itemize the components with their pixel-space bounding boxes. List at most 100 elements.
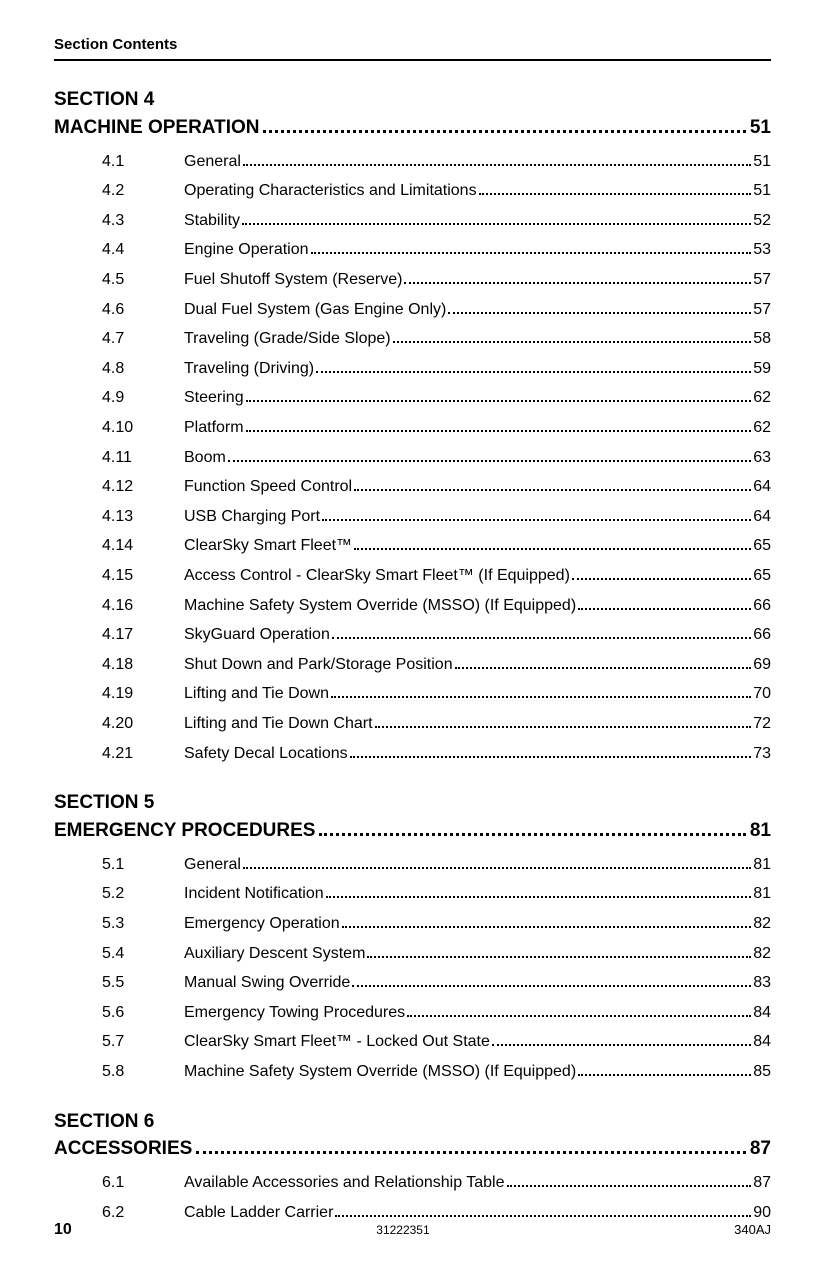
entry-label: Traveling (Driving): [184, 354, 314, 384]
entry-number: 5.6: [102, 998, 184, 1028]
entry-page: 62: [753, 413, 771, 443]
entry-page: 72: [753, 709, 771, 739]
entry-number: 4.5: [102, 265, 184, 295]
toc-entry: 5.7ClearSky Smart Fleet™ - Locked Out St…: [102, 1027, 771, 1057]
dot-leader: [246, 420, 752, 432]
toc-entry: 4.13USB Charging Port64: [102, 502, 771, 532]
entry-label: SkyGuard Operation: [184, 620, 330, 650]
entry-number: 4.9: [102, 383, 184, 413]
toc-entry: 5.8Machine Safety System Override (MSSO)…: [102, 1057, 771, 1087]
dot-leader: [367, 946, 751, 958]
toc-entry: 4.10Platform62: [102, 413, 771, 443]
section-title-row: MACHINE OPERATION51: [54, 117, 771, 139]
entry-number: 4.19: [102, 679, 184, 709]
entry-page: 58: [753, 324, 771, 354]
toc-entry: 4.18Shut Down and Park/Storage Position6…: [102, 650, 771, 680]
section-title: ACCESSORIES: [54, 1138, 192, 1160]
entry-label: Auxiliary Descent System: [184, 939, 365, 969]
entry-label: Lifting and Tie Down: [184, 679, 329, 709]
dot-leader: [196, 1139, 746, 1154]
entry-page: 66: [753, 620, 771, 650]
entry-number: 4.6: [102, 295, 184, 325]
entry-page: 59: [753, 354, 771, 384]
toc-entry: 4.15Access Control - ClearSky Smart Flee…: [102, 561, 771, 591]
toc-entry: 4.21Safety Decal Locations73: [102, 739, 771, 769]
entry-page: 82: [753, 939, 771, 969]
entry-page: 70: [753, 679, 771, 709]
section-id: SECTION 4: [54, 87, 771, 113]
dot-leader: [352, 975, 751, 987]
entry-number: 4.11: [102, 443, 184, 473]
toc-entry: 4.8Traveling (Driving)59: [102, 354, 771, 384]
dot-leader: [243, 154, 751, 166]
entry-label: Machine Safety System Override (MSSO) (I…: [184, 591, 576, 621]
entry-number: 4.13: [102, 502, 184, 532]
entry-label: Incident Notification: [184, 879, 324, 909]
toc-entry: 4.14ClearSky Smart Fleet™ 65: [102, 531, 771, 561]
toc-entry: 4.6Dual Fuel System (Gas Engine Only)57: [102, 295, 771, 325]
entry-label: ClearSky Smart Fleet™: [184, 531, 352, 561]
entry-page: 62: [753, 383, 771, 413]
entry-label: General: [184, 147, 241, 177]
footer-page-number: 10: [54, 1221, 72, 1239]
dot-leader: [572, 568, 751, 580]
entry-page: 65: [753, 561, 771, 591]
entry-page: 87: [753, 1168, 771, 1198]
dot-leader: [342, 916, 752, 928]
dot-leader: [335, 1205, 751, 1217]
toc-entry: 5.1General81: [102, 850, 771, 880]
section-title: EMERGENCY PROCEDURES: [54, 820, 315, 842]
entry-page: 52: [753, 206, 771, 236]
entry-label: Steering: [184, 383, 244, 413]
entry-number: 6.1: [102, 1168, 184, 1198]
toc-entry: 4.1General 51: [102, 147, 771, 177]
entry-number: 4.16: [102, 591, 184, 621]
toc-entry: 5.2Incident Notification 81: [102, 879, 771, 909]
entry-page: 63: [753, 443, 771, 473]
dot-leader: [354, 538, 751, 550]
entry-label: Emergency Operation: [184, 909, 340, 939]
toc-entry: 4.7Traveling (Grade/Side Slope)58: [102, 324, 771, 354]
entry-page: 85: [753, 1057, 771, 1087]
dot-leader: [319, 821, 745, 836]
dot-leader: [322, 509, 751, 521]
entry-number: 4.14: [102, 531, 184, 561]
dot-leader: [316, 361, 751, 373]
dot-leader: [263, 117, 745, 132]
entry-label: Engine Operation: [184, 235, 309, 265]
toc-entry: 5.3Emergency Operation 82: [102, 909, 771, 939]
entry-label: Dual Fuel System (Gas Engine Only): [184, 295, 446, 325]
entry-page: 82: [753, 909, 771, 939]
entry-number: 4.1: [102, 147, 184, 177]
entry-number: 5.5: [102, 968, 184, 998]
dot-leader: [242, 213, 751, 225]
toc-entry: 4.19Lifting and Tie Down 70: [102, 679, 771, 709]
entry-number: 5.2: [102, 879, 184, 909]
toc-entry: 4.2Operating Characteristics and Limitat…: [102, 176, 771, 206]
entry-label: Access Control - ClearSky Smart Fleet™ (…: [184, 561, 570, 591]
entry-number: 5.7: [102, 1027, 184, 1057]
entry-page: 65: [753, 531, 771, 561]
entry-number: 4.21: [102, 739, 184, 769]
entry-number: 5.3: [102, 909, 184, 939]
entry-number: 4.10: [102, 413, 184, 443]
dot-leader: [332, 627, 751, 639]
toc-entry: 4.17SkyGuard Operation 66: [102, 620, 771, 650]
entry-page: 51: [753, 176, 771, 206]
entry-number: 4.17: [102, 620, 184, 650]
footer-model: 340AJ: [734, 1222, 771, 1237]
toc-section: SECTION 5EMERGENCY PROCEDURES815.1Genera…: [54, 790, 771, 1086]
running-header: Section Contents: [54, 36, 771, 61]
entry-page: 53: [753, 235, 771, 265]
entry-label: Function Speed Control: [184, 472, 352, 502]
entry-page: 51: [753, 147, 771, 177]
entry-label: Traveling (Grade/Side Slope): [184, 324, 391, 354]
page-footer: 10 31222351 340AJ: [54, 1221, 771, 1239]
dot-leader: [507, 1175, 752, 1187]
entry-page: 81: [753, 879, 771, 909]
entry-page: 64: [753, 502, 771, 532]
toc-entry: 4.11Boom63: [102, 443, 771, 473]
dot-leader: [479, 183, 752, 195]
entry-page: 57: [753, 265, 771, 295]
entry-number: 4.18: [102, 650, 184, 680]
